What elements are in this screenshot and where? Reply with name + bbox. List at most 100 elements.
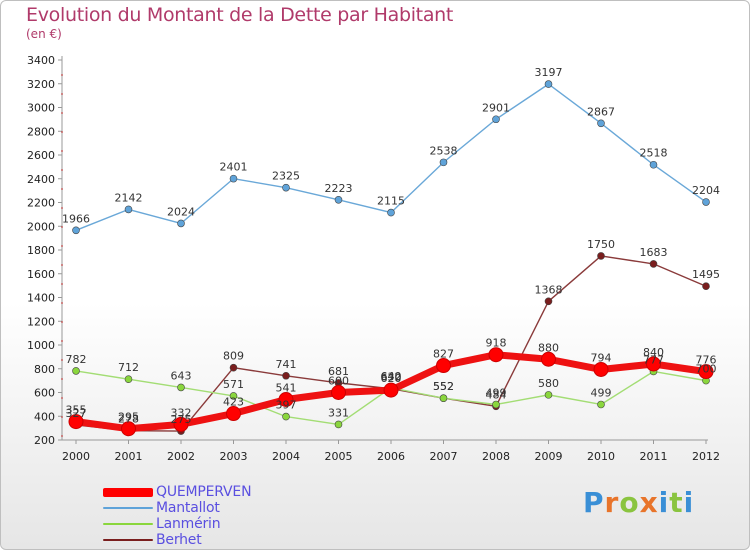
- data-label: 355: [66, 404, 87, 417]
- legend-label: Mantallot: [156, 500, 220, 516]
- data-point: [698, 364, 714, 380]
- logo-letter: i: [658, 486, 670, 519]
- data-label: 809: [223, 350, 244, 363]
- y-tick-label: 2800: [27, 125, 55, 138]
- data-point: [436, 358, 451, 374]
- y-tick-label: 2200: [27, 197, 55, 210]
- data-point: [492, 400, 500, 409]
- x-tick-label: 2005: [325, 450, 353, 463]
- y-tick-label: 1800: [27, 244, 55, 257]
- data-label: 552: [433, 380, 454, 393]
- chart-title: Evolution du Montant de la Dette par Hab…: [26, 4, 454, 26]
- y-tick-label: 800: [34, 363, 55, 376]
- data-point: [334, 420, 343, 429]
- data-point: [593, 361, 609, 377]
- data-point: [439, 394, 448, 403]
- data-point: [439, 158, 448, 167]
- legend-swatch: [103, 487, 153, 497]
- data-label: 1495: [692, 268, 720, 281]
- data-label: 327: [66, 407, 87, 420]
- data-point: [282, 183, 290, 192]
- data-label: 278: [118, 413, 139, 426]
- data-point: [72, 226, 80, 235]
- x-tick-label: 2003: [220, 450, 248, 463]
- data-label: 2867: [587, 105, 615, 118]
- logo-letter: t: [669, 486, 684, 519]
- y-tick-label: 1200: [27, 315, 55, 328]
- data-label: 700: [696, 363, 717, 376]
- data-label: 1966: [62, 212, 90, 225]
- data-point: [492, 115, 500, 124]
- data-point: [544, 297, 553, 306]
- x-tick-label: 2001: [115, 450, 143, 463]
- legend-label: Lanmérin: [156, 516, 221, 532]
- legend-label: Berhet: [156, 532, 202, 548]
- logo-letter: r: [604, 486, 620, 519]
- data-label: 2024: [167, 205, 195, 218]
- data-label: 397: [276, 399, 297, 412]
- logo-letter: P: [583, 486, 605, 519]
- data-point: [173, 416, 189, 432]
- legend-item: Lanmérin: [103, 516, 251, 532]
- x-tick-label: 2002: [167, 450, 195, 463]
- y-tick-label: 1400: [27, 292, 55, 305]
- data-label: 620: [381, 372, 402, 385]
- data-point: [383, 382, 399, 398]
- data-point: [124, 375, 133, 384]
- data-point: [334, 195, 343, 204]
- data-point: [646, 356, 661, 372]
- data-point: [229, 174, 238, 183]
- data-point: [124, 205, 133, 214]
- data-label: 918: [486, 337, 507, 350]
- proxiti-logo: Proxiti: [583, 486, 694, 519]
- y-tick-label: 3200: [27, 78, 55, 91]
- logo-letter: x: [639, 486, 659, 519]
- series-line-berhet: [75, 255, 707, 432]
- legend-swatch: [103, 523, 153, 525]
- legend-swatch: [103, 539, 153, 541]
- data-label: 2223: [325, 182, 353, 195]
- data-label: 643: [171, 369, 192, 382]
- data-label: 782: [66, 353, 87, 366]
- data-point: [544, 391, 553, 399]
- data-label: 794: [591, 351, 612, 364]
- legend-label: QUEMPERVEN: [156, 484, 252, 500]
- data-label: 777: [643, 353, 664, 366]
- legend-item: Berhet: [103, 532, 251, 548]
- data-point: [649, 160, 658, 169]
- data-label: 2518: [640, 147, 668, 160]
- data-point: [597, 119, 605, 128]
- data-label: 499: [486, 386, 507, 399]
- data-label: 331: [328, 406, 349, 419]
- data-label: 2538: [430, 144, 458, 157]
- x-tick-label: 2000: [62, 450, 90, 463]
- data-point: [488, 347, 504, 363]
- y-tick-label: 1600: [27, 268, 55, 281]
- y-tick-label: 3400: [27, 54, 55, 67]
- data-point: [387, 208, 395, 217]
- data-label: 1683: [640, 246, 668, 259]
- data-label: 275: [171, 413, 192, 426]
- y-tick-label: 400: [34, 410, 55, 423]
- data-label: 571: [223, 378, 244, 391]
- data-point: [177, 219, 185, 228]
- data-point: [121, 421, 136, 437]
- data-point: [68, 414, 84, 430]
- data-point: [229, 392, 238, 400]
- data-label: 776: [696, 354, 717, 367]
- data-point: [177, 383, 185, 392]
- data-point: [229, 363, 238, 372]
- data-label: 2325: [272, 170, 300, 183]
- data-label: 2115: [377, 195, 405, 208]
- logo-letter: i: [683, 486, 695, 519]
- data-label: 640: [381, 370, 402, 383]
- legend-item: QUEMPERVEN: [103, 484, 252, 500]
- data-label: 840: [643, 346, 664, 359]
- data-point: [72, 367, 80, 375]
- data-label: 552: [433, 380, 454, 393]
- data-point: [702, 282, 710, 291]
- data-label: 2142: [115, 191, 143, 204]
- data-point: [597, 252, 605, 260]
- x-tick-label: 2006: [377, 450, 405, 463]
- x-tick-label: 2009: [535, 450, 563, 463]
